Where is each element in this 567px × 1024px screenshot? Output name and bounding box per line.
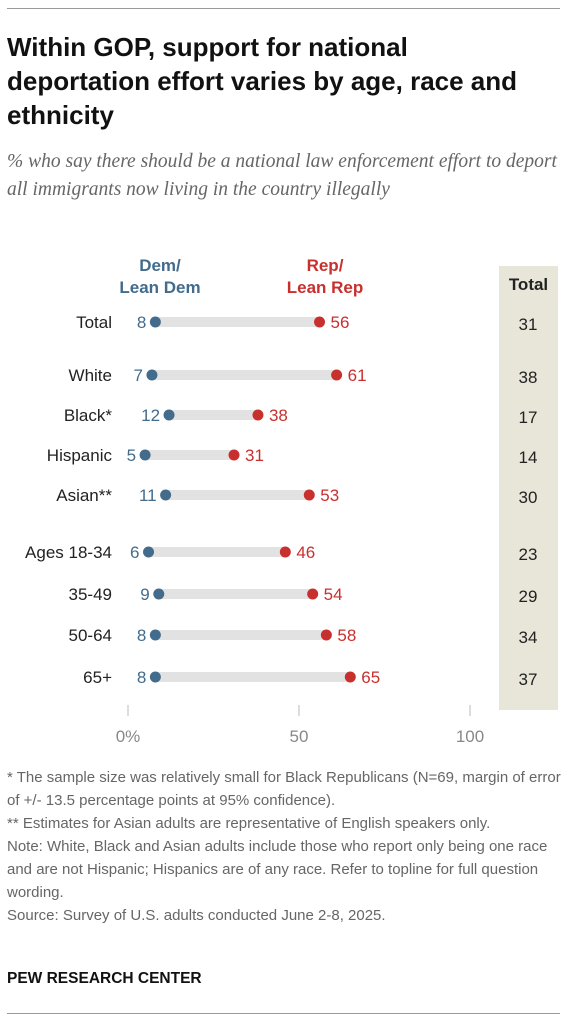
footnotes: * The sample size was relatively small f…	[7, 766, 562, 927]
dem-dot	[143, 546, 155, 558]
category-label: 35-49	[69, 585, 112, 604]
rep-dot	[331, 369, 343, 381]
chart-subtitle: % who say there should be a national law…	[7, 151, 557, 200]
dem-value-label: 8	[137, 626, 146, 645]
dem-value-label: 12	[141, 406, 160, 425]
footnote-black-sample: * The sample size was relatively small f…	[7, 769, 565, 809]
rep-dot	[344, 671, 356, 683]
total-value-label: 34	[519, 628, 538, 647]
footnote-source: Source: Survey of U.S. adults conducted …	[7, 907, 386, 924]
rep-value-label: 58	[337, 626, 356, 645]
total-value-label: 14	[519, 448, 538, 467]
total-value-label: 17	[519, 408, 538, 427]
rep-value-label: 61	[348, 366, 367, 385]
rep-dot	[303, 489, 315, 501]
chart-title: Within GOP, support for national deporta…	[7, 32, 518, 130]
legend-dem-line1: Dem/	[139, 256, 181, 275]
rep-dot	[320, 629, 332, 641]
category-label: 50-64	[69, 626, 112, 645]
category-label: Ages 18-34	[25, 543, 112, 562]
dem-value-label: 11	[139, 486, 157, 505]
total-value-label: 37	[519, 670, 538, 689]
dem-value-label: 6	[130, 543, 139, 562]
total-value-label: 29	[519, 587, 538, 606]
rep-value-label: 65	[361, 668, 380, 687]
legend-dem-line2: Lean Dem	[119, 278, 201, 297]
dem-dot	[160, 489, 172, 501]
rep-dot	[314, 316, 326, 328]
rep-dot	[252, 409, 264, 421]
category-label: Hispanic	[47, 446, 113, 465]
dem-value-label: 7	[133, 366, 142, 385]
footnote-note: Note: White, Black and Asian adults incl…	[7, 838, 552, 901]
rep-value-label: 31	[245, 446, 264, 465]
legend-rep-line2: Lean Rep	[286, 278, 364, 297]
rep-value-label: 38	[269, 406, 288, 425]
x-tick-label: 100	[456, 727, 484, 746]
category-label: 65+	[83, 668, 112, 687]
dem-value-label: 8	[137, 668, 146, 687]
dem-dot	[139, 449, 151, 461]
rep-dot	[307, 588, 319, 600]
dem-value-label: 9	[140, 585, 149, 604]
rep-dot	[279, 546, 291, 558]
legend-rep-line1: Rep/	[306, 256, 344, 275]
dem-value-label: 8	[137, 313, 146, 332]
legend-dem: Dem/ Lean Dem	[110, 255, 210, 299]
dem-dot	[149, 316, 161, 328]
total-value-label: 31	[519, 315, 538, 334]
category-label: Total	[76, 313, 112, 332]
footnote-asian-estimates: ** Estimates for Asian adults are repres…	[7, 815, 491, 832]
rep-value-label: 53	[320, 486, 339, 505]
legend-total: Total	[508, 275, 549, 294]
top-rule	[7, 8, 560, 9]
category-label: White	[69, 366, 112, 385]
category-label: Asian**	[56, 486, 112, 505]
legend-rep: Rep/ Lean Rep	[275, 255, 375, 299]
x-tick-label: 0%	[116, 727, 141, 746]
category-label: Black*	[64, 406, 113, 425]
dem-dot	[149, 629, 161, 641]
dem-dot	[153, 588, 165, 600]
dem-value-label: 5	[127, 446, 136, 465]
dem-dot	[146, 369, 158, 381]
bottom-rule	[7, 1013, 560, 1014]
rep-value-label: 46	[296, 543, 315, 562]
x-tick-label: 50	[290, 727, 309, 746]
dem-dot	[149, 671, 161, 683]
total-value-label: 30	[519, 488, 538, 507]
rep-value-label: 54	[324, 585, 343, 604]
dem-dot	[163, 409, 175, 421]
rep-value-label: 56	[331, 313, 350, 332]
total-column-background	[499, 266, 558, 710]
source-brand: PEW RESEARCH CENTER	[7, 970, 202, 987]
total-value-label: 38	[519, 368, 538, 387]
total-value-label: 23	[519, 545, 538, 564]
rep-dot	[228, 449, 240, 461]
